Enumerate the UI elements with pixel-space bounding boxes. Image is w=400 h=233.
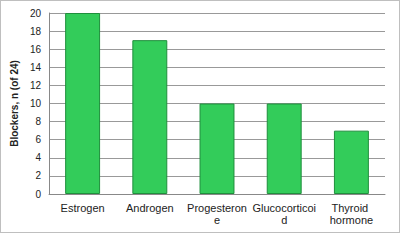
svg-text:18: 18: [30, 26, 42, 37]
svg-text:14: 14: [30, 62, 42, 73]
svg-text:Blockers, n (of 24): Blockers, n (of 24): [9, 60, 20, 147]
svg-text:Estrogen: Estrogen: [61, 202, 105, 214]
svg-text:Progesteron: Progesteron: [187, 202, 247, 214]
svg-text:Androgen: Androgen: [126, 202, 174, 214]
svg-text:4: 4: [35, 152, 41, 163]
svg-text:6: 6: [35, 134, 41, 145]
svg-text:0: 0: [35, 189, 41, 200]
svg-text:8: 8: [35, 116, 41, 127]
svg-text:Thyroid: Thyroid: [332, 202, 372, 214]
svg-text:10: 10: [30, 98, 42, 109]
svg-text:12: 12: [30, 80, 42, 91]
svg-text:Glucocorticoi: Glucocorticoi: [252, 202, 316, 214]
svg-text:2: 2: [35, 170, 41, 181]
svg-text:d: d: [281, 214, 287, 226]
svg-text:20: 20: [30, 8, 42, 19]
svg-text:16: 16: [30, 44, 42, 55]
svg-text:e: e: [214, 214, 220, 226]
svg-text:hormone: hormone: [330, 214, 373, 226]
